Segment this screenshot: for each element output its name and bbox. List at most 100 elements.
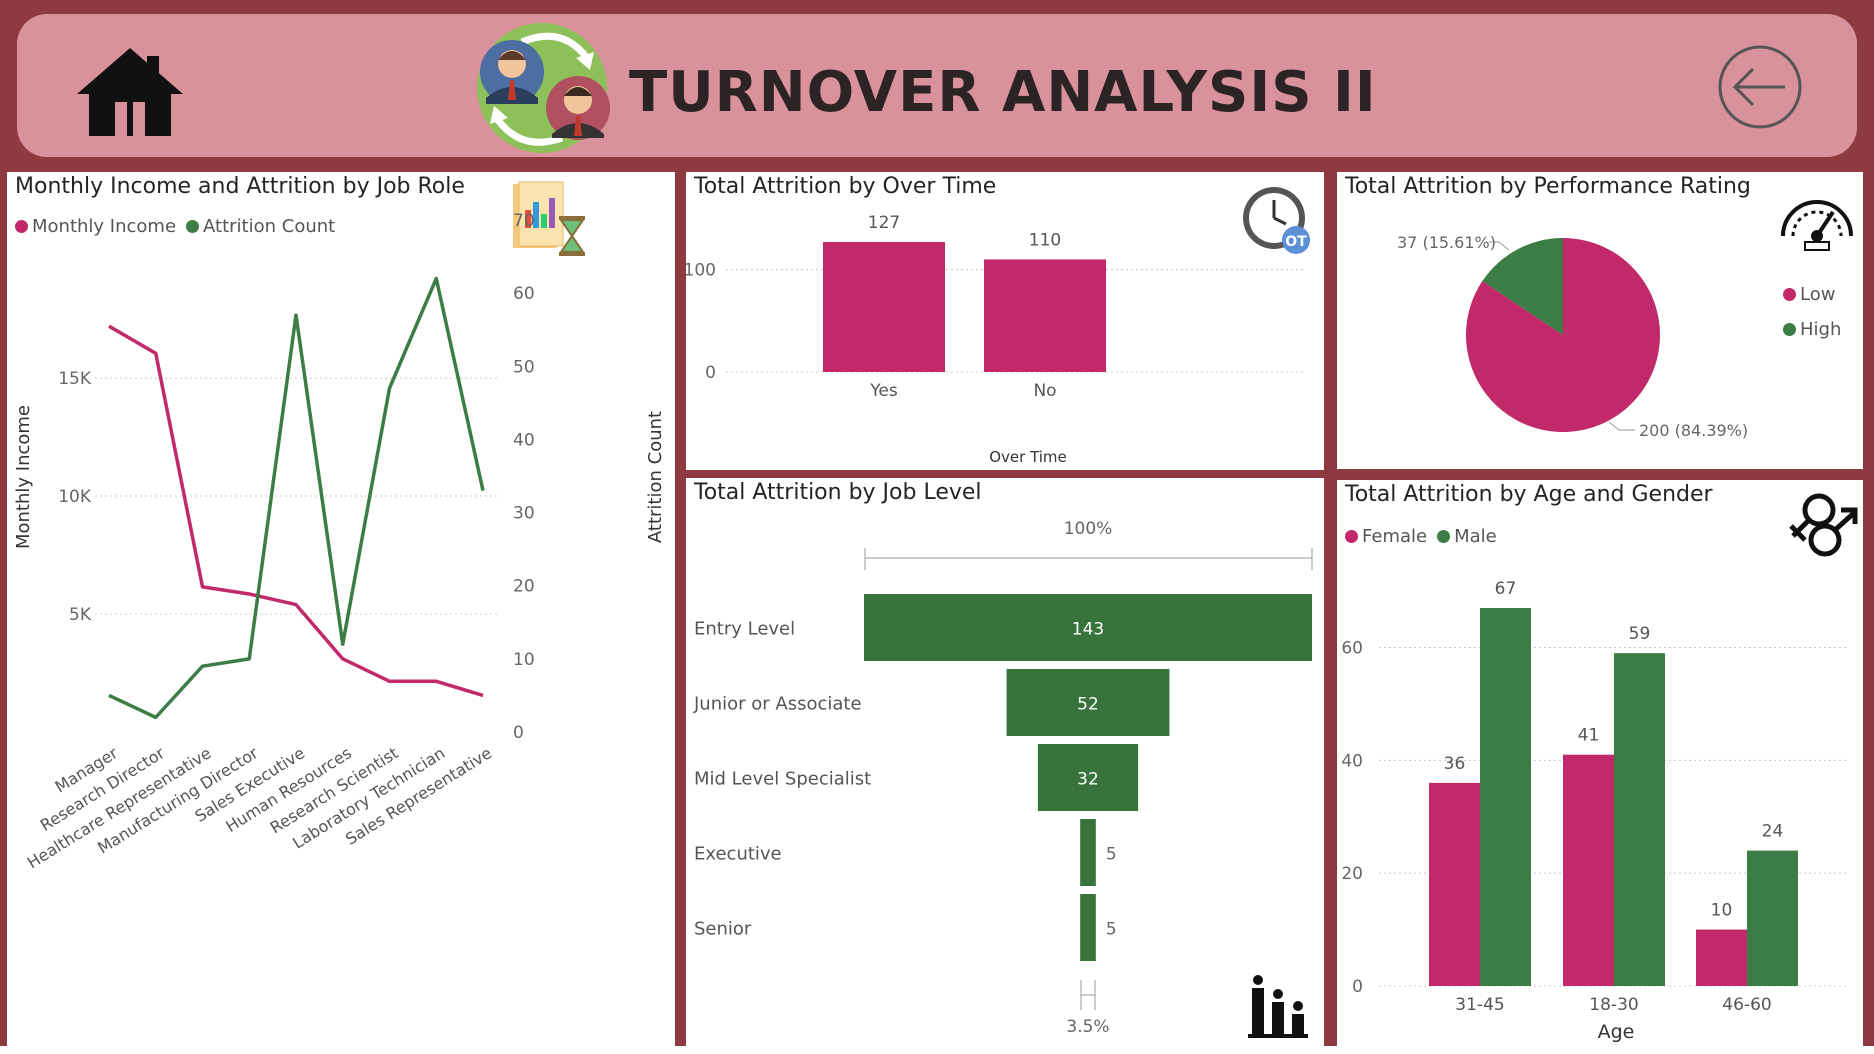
agegender-bar-chart: 0 20 40 60 36 67 31-45 41 59 18-30 10 24 46-60 Age (1341, 579, 1847, 1043)
funnel-bar-value-label: 5 (1106, 920, 1117, 940)
agegender-legend: Female Male (1345, 526, 1497, 547)
speedometer-icon (1781, 200, 1853, 251)
funnel-bar-value-label: 143 (1072, 620, 1104, 640)
overtime-y-tick-label: 0 (705, 363, 716, 383)
overtime-y-tick-label: 100 (686, 261, 716, 281)
pie-label-low: 200 (84.39%) (1639, 421, 1748, 440)
funnel-bar (1006, 669, 1170, 736)
agegender-panel: Total Attrition by Age and Gender Female… (1337, 480, 1863, 1046)
funnel-bar-value-label: 32 (1077, 770, 1099, 790)
pie-label-high: 37 (15.61%) (1397, 233, 1496, 252)
agegender-chart-title: Total Attrition by Age and Gender (1345, 482, 1713, 507)
agegender-bar-male (1480, 608, 1531, 986)
agegender-x-tick-label: 31-45 (1455, 995, 1504, 1015)
income-y-axis-title: Monthly Income (13, 405, 34, 549)
legend-monthly-income[interactable]: Monthly Income (15, 216, 176, 237)
agegender-x-tick-label: 46-60 (1722, 995, 1771, 1015)
funnel-category-label: Mid Level Specialist (694, 769, 871, 790)
agegender-bar-value-label: 67 (1495, 579, 1517, 599)
agegender-y-tick-label: 40 (1341, 751, 1363, 771)
turnover-logo-icon (477, 23, 610, 153)
joblevel-panel: Total Attrition by Job Level 100% Entry L… (686, 478, 1324, 1046)
income-chart-title: Monthly Income and Attrition by Job Role (15, 174, 465, 199)
funnel-category-label: Entry Level (694, 619, 795, 640)
overtime-chart-title: Total Attrition by Over Time (694, 174, 997, 199)
performance-panel: Total Attrition by Performance Rating Lo… (1337, 172, 1863, 469)
performance-legend: Low High (1783, 284, 1841, 340)
report-hourglass-icon (513, 181, 585, 256)
overtime-x-axis-title: Over Time (989, 448, 1067, 466)
agegender-bar-value-label: 59 (1629, 624, 1651, 644)
attrition-y2-tick-label: 30 (513, 504, 535, 524)
funnel-bar (1080, 894, 1096, 961)
funnel-bar (1080, 819, 1096, 886)
agegender-bar-female (1696, 929, 1747, 986)
funnel-bar (864, 594, 1312, 661)
legend-female[interactable]: Female (1345, 526, 1427, 547)
agegender-x-tick-label: 18-30 (1589, 995, 1638, 1015)
gender-icon (1789, 493, 1858, 557)
funnel-top-percent-label: 100% (1064, 519, 1113, 539)
legend-low[interactable]: Low (1783, 284, 1835, 305)
income-attrition-panel: Monthly Income and Attrition by Job Role… (7, 172, 675, 1046)
overtime-x-tick-label: Yes (869, 381, 898, 401)
funnel-category-label: Executive (694, 844, 782, 865)
agegender-y-tick-label: 0 (1352, 977, 1363, 997)
overtime-panel: Total Attrition by Over Time OT 0 100 127 Y… (686, 172, 1324, 470)
agegender-bar-value-label: 24 (1762, 822, 1784, 842)
attrition-y2-axis-title: Attrition Count (645, 411, 666, 543)
bottom-strip (0, 1046, 1874, 1054)
joblevel-chart-title: Total Attrition by Job Level (694, 480, 982, 505)
agegender-bar-female (1563, 754, 1614, 986)
agegender-bar-value-label: 41 (1578, 726, 1600, 746)
income-y-tick-label: 15K (58, 369, 92, 389)
performance-pie-chart: 37 (15.61%) 200 (84.39%) (1397, 233, 1748, 440)
attrition-y2-tick-label: 70 (513, 211, 535, 231)
home-icon[interactable] (75, 44, 185, 144)
overtime-bar-value-label: 110 (1029, 230, 1061, 250)
agegender-y-tick-label: 20 (1341, 864, 1363, 884)
attrition-y2-tick-label: 10 (513, 650, 535, 670)
page-title: TURNOVER ANALYSIS II (629, 60, 1377, 125)
pie-leader-line-high (1489, 241, 1510, 251)
agegender-bar-female (1429, 782, 1480, 986)
legend-high[interactable]: High (1783, 319, 1841, 340)
overtime-x-tick-label: No (1033, 381, 1056, 401)
income-legend: Monthly Income Attrition Count (15, 216, 335, 237)
attrition-y2-tick-label: 50 (513, 357, 535, 377)
pie-leader-line-low (1608, 421, 1635, 431)
funnel-category-label: Senior (694, 919, 752, 940)
series-line-attrition-count (108, 276, 485, 720)
attrition-y2-tick-label: 0 (513, 723, 524, 743)
legend-attrition-count[interactable]: Attrition Count (186, 216, 335, 237)
back-arrow-icon[interactable] (1717, 44, 1803, 130)
agegender-x-axis-title: Age (1598, 1021, 1635, 1043)
clock-ot-icon: OT (1243, 187, 1310, 254)
income-y-tick-label: 10K (58, 487, 92, 507)
overtime-bar (984, 259, 1106, 372)
funnel-bar (1037, 744, 1139, 811)
overtime-bar (823, 242, 945, 372)
agegender-bar-male (1747, 850, 1798, 986)
svg-text:OT: OT (1285, 234, 1307, 250)
income-line-chart: 5K 10K 15K 0 10 20 30 40 50 60 70 Monthly Income Att… (13, 211, 666, 872)
legend-male[interactable]: Male (1437, 526, 1497, 547)
joblevel-funnel-chart: 100% Entry Level 143 Junior or Associate 52 M… (693, 519, 1313, 1037)
job-role-x-tick-label: Healthcare Representative (24, 743, 215, 872)
income-y-tick-label: 5K (69, 605, 92, 625)
overtime-bar-chart: 0 100 127 Yes 110 No Over Time (686, 213, 1306, 466)
pie-slice-high (1482, 238, 1563, 335)
attrition-y2-tick-label: 40 (513, 430, 535, 450)
series-line-monthly-income (108, 324, 484, 698)
funnel-bottom-percent-label: 3.5% (1066, 1017, 1109, 1037)
agegender-bar-male (1614, 653, 1665, 986)
agegender-bar-value-label: 36 (1444, 754, 1466, 774)
agegender-bar-value-label: 10 (1711, 901, 1733, 921)
header-banner: TURNOVER ANALYSIS II (17, 14, 1857, 157)
funnel-bar-value-label: 5 (1106, 845, 1117, 865)
attrition-y2-tick-label: 20 (513, 577, 535, 597)
agegender-y-tick-label: 60 (1341, 638, 1363, 658)
funnel-category-label: Junior or Associate (693, 694, 862, 715)
performance-chart-title: Total Attrition by Performance Rating (1345, 174, 1751, 199)
attrition-y2-tick-label: 60 (513, 284, 535, 304)
